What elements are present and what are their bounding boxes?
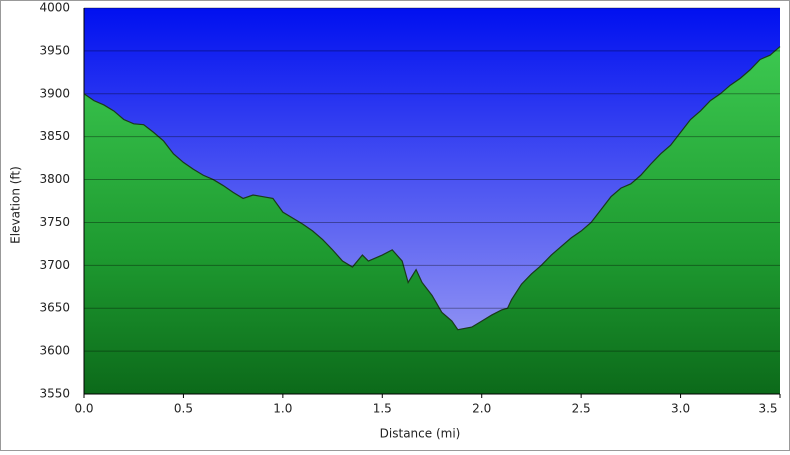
y-tick-label: 3700 xyxy=(39,258,70,272)
y-tick-label: 3650 xyxy=(39,301,70,315)
x-axis-label: Distance (mi) xyxy=(380,427,461,441)
y-tick-label: 3850 xyxy=(39,129,70,143)
y-tick-label: 3950 xyxy=(39,43,70,57)
y-axis-label: Elevation (ft) xyxy=(9,166,23,244)
y-tick-label: 4000 xyxy=(39,1,70,15)
x-tick-label: 1.0 xyxy=(273,402,292,416)
y-tick-label: 3900 xyxy=(39,86,70,100)
y-tick-label: 3600 xyxy=(39,344,70,358)
x-tick-label: 2.5 xyxy=(572,402,591,416)
y-tick-label: 3800 xyxy=(39,172,70,186)
y-tick-label: 3550 xyxy=(39,387,70,401)
x-tick-label: 3.5 xyxy=(758,402,777,416)
x-tick-label: 2.0 xyxy=(472,402,491,416)
x-tick-label: 0.5 xyxy=(174,402,193,416)
x-tick-label: 3.0 xyxy=(671,402,690,416)
x-tick-label: 0.0 xyxy=(74,402,93,416)
area-line xyxy=(83,46,781,331)
area-fill xyxy=(84,46,780,394)
y-tick-label: 3750 xyxy=(39,215,70,229)
x-tick-label: 1.5 xyxy=(373,402,392,416)
